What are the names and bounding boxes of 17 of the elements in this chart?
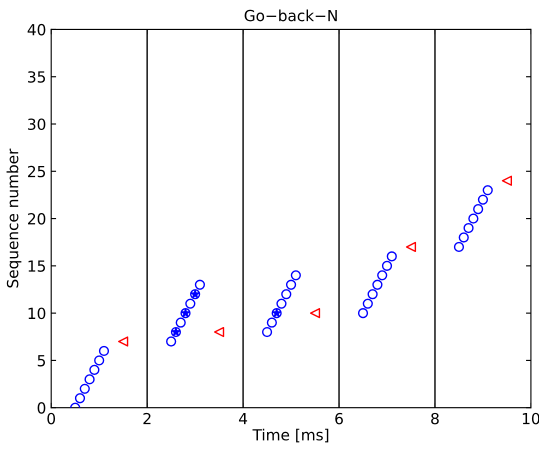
y-tick-label: 40 bbox=[28, 24, 46, 36]
y-axis-title: Sequence number bbox=[6, 148, 22, 288]
y-tick-label: 5 bbox=[38, 355, 46, 366]
x-tick-label: 8 bbox=[431, 412, 439, 424]
x-tick-label: 0 bbox=[47, 412, 56, 424]
x-axis-title: Time [ms] bbox=[252, 428, 328, 442]
y-tick-label: 20 bbox=[28, 213, 46, 225]
x-tick-label: 2 bbox=[143, 412, 150, 424]
y-tick-label: 35 bbox=[28, 71, 46, 83]
y-tick-label: 30 bbox=[28, 118, 46, 130]
y-tick-label: 10 bbox=[28, 308, 46, 320]
y-tick-label: 0 bbox=[38, 402, 46, 414]
x-tick-label: 4 bbox=[238, 413, 248, 424]
y-tick-label: 15 bbox=[28, 260, 46, 272]
x-tick-label: 6 bbox=[335, 412, 343, 424]
y-tick-label: 25 bbox=[28, 166, 46, 178]
chart-title: Go−back−N bbox=[244, 10, 337, 22]
